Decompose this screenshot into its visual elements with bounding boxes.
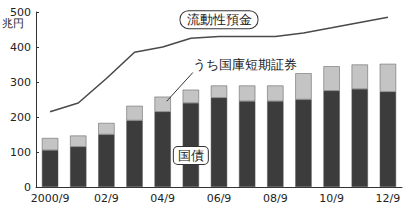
svg-text:国債: 国債 [178,148,204,163]
svg-text:流動性預金: 流動性預金 [187,12,252,27]
svg-text:02/9: 02/9 [94,192,119,205]
svg-text:うち国庫短期証券: うち国庫短期証券 [193,57,297,72]
svg-text:2000/9: 2000/9 [31,192,70,205]
svg-text:06/9: 06/9 [207,192,232,205]
svg-text:200: 200 [10,111,31,124]
svg-text:100: 100 [10,146,31,159]
svg-text:300: 300 [10,76,31,89]
svg-text:10/9: 10/9 [319,192,344,205]
svg-text:500: 500 [10,6,31,19]
svg-text:0: 0 [24,180,31,194]
svg-text:12/9: 12/9 [376,192,401,205]
svg-text:400: 400 [10,41,31,54]
svg-text:兆円: 兆円 [2,17,24,30]
svg-text:08/9: 08/9 [263,192,288,205]
svg-text:04/9: 04/9 [150,192,175,205]
